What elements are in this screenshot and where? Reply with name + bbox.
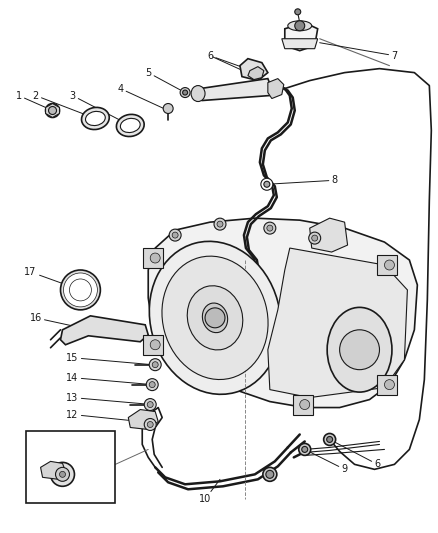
Text: 15: 15 xyxy=(66,353,152,365)
Circle shape xyxy=(144,399,156,410)
Polygon shape xyxy=(285,23,318,51)
Text: 1: 1 xyxy=(16,91,53,110)
Circle shape xyxy=(324,433,336,446)
Circle shape xyxy=(300,400,310,409)
Polygon shape xyxy=(248,67,264,79)
Text: 12: 12 xyxy=(66,409,140,422)
Ellipse shape xyxy=(117,115,144,136)
Ellipse shape xyxy=(187,286,243,350)
Text: 9: 9 xyxy=(305,449,348,474)
Polygon shape xyxy=(268,78,284,99)
Circle shape xyxy=(152,362,158,368)
Text: 6: 6 xyxy=(330,439,381,470)
Circle shape xyxy=(64,273,97,307)
Circle shape xyxy=(163,103,173,114)
Polygon shape xyxy=(268,248,407,398)
Text: 14: 14 xyxy=(66,373,152,385)
Polygon shape xyxy=(282,39,318,49)
Circle shape xyxy=(339,330,379,370)
Circle shape xyxy=(49,107,57,115)
Ellipse shape xyxy=(202,303,228,333)
Circle shape xyxy=(263,467,277,481)
Ellipse shape xyxy=(149,241,281,394)
Circle shape xyxy=(385,260,395,270)
Polygon shape xyxy=(310,218,348,252)
Text: 11: 11 xyxy=(36,432,63,455)
Text: 13: 13 xyxy=(66,393,152,405)
Text: 6: 6 xyxy=(207,51,252,71)
Circle shape xyxy=(180,87,190,98)
Circle shape xyxy=(150,253,160,263)
Polygon shape xyxy=(46,103,60,117)
Circle shape xyxy=(46,103,60,117)
Circle shape xyxy=(169,229,181,241)
Circle shape xyxy=(295,9,301,15)
Circle shape xyxy=(72,282,88,298)
Circle shape xyxy=(264,222,276,234)
Circle shape xyxy=(60,270,100,310)
Text: 5: 5 xyxy=(145,68,185,93)
Circle shape xyxy=(264,181,270,187)
Circle shape xyxy=(172,232,178,238)
Circle shape xyxy=(147,401,153,408)
Circle shape xyxy=(214,218,226,230)
Ellipse shape xyxy=(191,86,205,101)
Circle shape xyxy=(309,232,321,244)
Polygon shape xyxy=(60,316,148,345)
Bar xyxy=(25,432,115,503)
Circle shape xyxy=(56,467,70,481)
Circle shape xyxy=(67,276,95,304)
Text: 3: 3 xyxy=(69,91,130,125)
Text: 4: 4 xyxy=(117,84,168,110)
Circle shape xyxy=(385,379,395,390)
Text: 17: 17 xyxy=(25,267,81,290)
Text: 16: 16 xyxy=(29,313,90,330)
Polygon shape xyxy=(148,218,417,408)
Circle shape xyxy=(205,308,225,328)
Text: 10: 10 xyxy=(199,479,220,504)
Circle shape xyxy=(327,437,332,442)
Polygon shape xyxy=(143,248,163,268)
Ellipse shape xyxy=(162,256,268,379)
Polygon shape xyxy=(128,409,158,430)
Circle shape xyxy=(150,340,160,350)
Polygon shape xyxy=(240,59,268,80)
Circle shape xyxy=(217,221,223,227)
Text: 2: 2 xyxy=(32,91,95,118)
Circle shape xyxy=(266,470,274,478)
Circle shape xyxy=(60,471,66,478)
Polygon shape xyxy=(41,462,66,479)
Circle shape xyxy=(295,21,305,31)
Circle shape xyxy=(146,378,158,391)
Polygon shape xyxy=(196,78,272,101)
Ellipse shape xyxy=(288,21,312,31)
Circle shape xyxy=(302,447,308,453)
Ellipse shape xyxy=(85,111,105,126)
Circle shape xyxy=(183,90,187,95)
Circle shape xyxy=(50,462,74,486)
Polygon shape xyxy=(378,375,397,394)
Circle shape xyxy=(261,178,273,190)
Circle shape xyxy=(267,225,273,231)
Ellipse shape xyxy=(120,118,140,133)
Circle shape xyxy=(312,235,318,241)
Text: 8: 8 xyxy=(267,175,338,185)
Ellipse shape xyxy=(327,308,392,392)
Polygon shape xyxy=(378,255,397,275)
Circle shape xyxy=(144,418,156,431)
Circle shape xyxy=(299,443,311,455)
Circle shape xyxy=(147,422,153,427)
Polygon shape xyxy=(143,335,163,355)
Ellipse shape xyxy=(81,108,109,130)
Circle shape xyxy=(149,359,161,370)
Polygon shape xyxy=(293,394,313,415)
Circle shape xyxy=(149,382,155,387)
Text: 7: 7 xyxy=(320,43,398,61)
Circle shape xyxy=(70,279,92,301)
